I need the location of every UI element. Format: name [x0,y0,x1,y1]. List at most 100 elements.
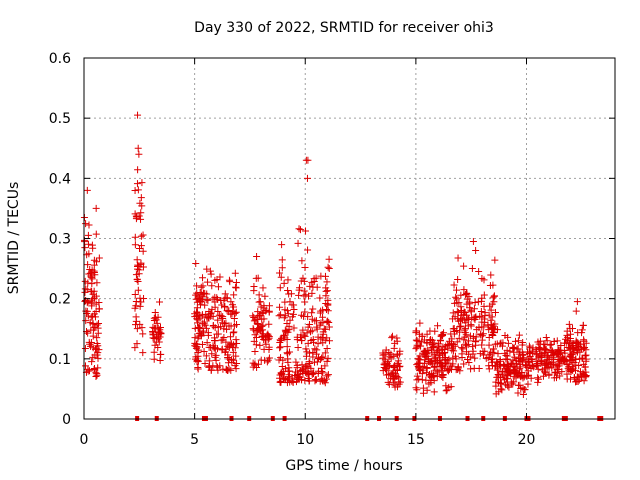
data-point [541,361,549,369]
data-point [548,364,556,372]
data-point [279,356,287,364]
data-point [92,373,100,381]
data-point [214,308,222,316]
data-point [504,333,512,341]
data-point [135,266,143,274]
data-point [306,282,314,290]
data-point [493,340,501,348]
data-point [321,272,329,280]
data-point [264,336,272,344]
data-point [493,326,501,334]
data-point [423,386,431,394]
data-point [495,388,503,396]
data-point [578,329,586,337]
data-point [502,381,510,389]
data-point [432,353,440,361]
data-point [416,356,424,364]
data-point [85,338,93,346]
data-point [262,340,270,348]
data-point [484,321,492,329]
data-point [423,330,431,338]
data-point [432,366,440,374]
data-point [81,277,89,285]
data-point [93,279,101,287]
data-point [323,345,331,353]
data-point [566,352,574,360]
data-point [256,298,264,306]
data-point [468,264,476,272]
data-point [396,378,404,386]
y-tick-label: 0 [62,412,71,428]
data-point [95,254,103,262]
data-point [229,348,237,356]
data-point [422,376,430,384]
data-point [452,293,460,301]
data-point [205,363,213,371]
data-point [227,298,235,306]
data-point [490,329,498,337]
data-point [582,357,590,365]
data-point [250,314,258,322]
data-point [131,290,139,298]
data-point [314,370,322,378]
data-point [191,313,199,321]
data-point [214,283,222,291]
data-point [194,357,202,365]
data-point [134,111,142,119]
data-point [92,230,100,238]
data-point [430,363,438,371]
data-point [319,330,327,338]
data-point [413,372,421,380]
data-point [413,343,421,351]
data-point [255,291,263,299]
data-point [419,389,427,397]
data-point [308,309,316,317]
data-point [490,292,498,300]
data-point [467,306,475,314]
data-point [88,358,96,366]
data-point [480,323,488,331]
chart-title: Day 330 of 2022, SRMTID for receiver ohi… [194,20,494,36]
data-point [534,365,542,373]
data-point [475,268,483,276]
data-point [470,305,478,313]
data-point [229,329,237,337]
x-tick-label: 0 [80,432,89,448]
data-point [135,150,143,158]
data-point [309,305,317,313]
data-point [92,204,100,212]
data-point [203,339,211,347]
data-point [277,273,285,281]
data-point [312,317,320,325]
data-point [564,364,572,372]
data-point [218,301,226,309]
data-point [136,199,144,207]
data-point [553,374,560,382]
data-point [396,350,404,358]
data-point [561,349,569,357]
data-point [277,379,285,387]
data-point [304,313,312,321]
data-point [476,312,484,320]
data-point [299,326,307,334]
data-point [139,247,147,255]
data-point [321,362,329,370]
data-point [84,367,92,375]
data-point [413,361,421,369]
data-point [211,324,219,332]
data-point [87,273,95,281]
data-point [532,345,540,353]
data-point [486,302,494,310]
data-point [139,231,147,239]
x-tick-label: 15 [407,432,425,448]
data-point [385,362,393,370]
data-point [581,363,589,371]
data-point [204,314,212,322]
data-point [301,332,309,340]
data-point [81,244,89,252]
data-point [134,265,142,273]
data-point [543,352,551,360]
data-point [582,339,590,347]
data-point [572,307,580,315]
data-point [558,368,566,376]
